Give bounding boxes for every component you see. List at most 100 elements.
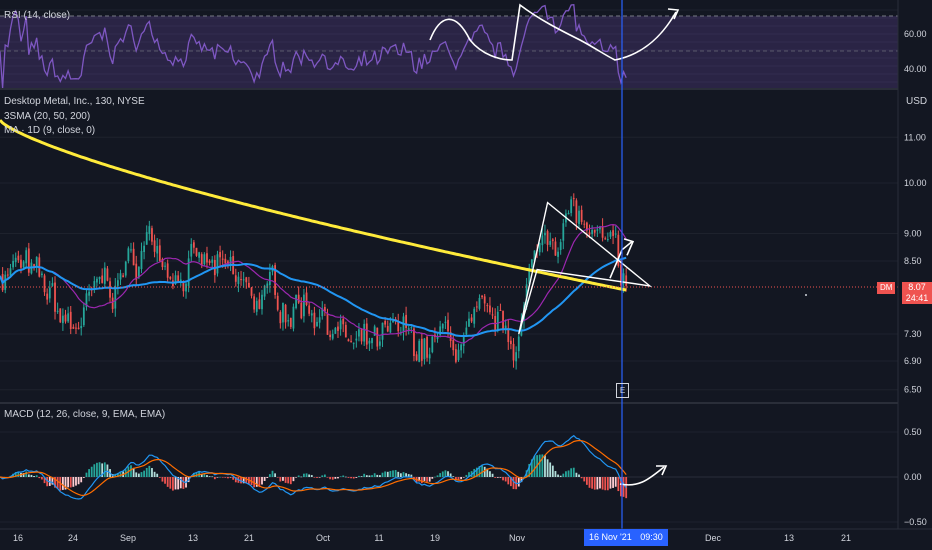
macd-bar xyxy=(313,477,316,478)
candle-body xyxy=(85,293,88,307)
macd-bar xyxy=(88,469,90,477)
candle-body xyxy=(468,318,470,327)
candle-body xyxy=(612,230,614,236)
candle-body xyxy=(151,228,153,242)
macd-bar xyxy=(347,477,350,478)
candle-body xyxy=(54,282,56,312)
candle-body xyxy=(379,341,381,346)
macd-bar xyxy=(544,455,546,477)
candle-body xyxy=(111,297,114,310)
macd-bar xyxy=(305,473,308,477)
price-tick-label: 9.00 xyxy=(904,229,922,239)
macd-bar xyxy=(365,475,368,477)
candle-body xyxy=(289,317,292,327)
candle-body xyxy=(245,277,248,283)
candle-body xyxy=(287,320,290,322)
macd-bar xyxy=(449,473,452,477)
macd-bar xyxy=(392,470,394,477)
candle-body xyxy=(352,342,355,344)
candle-body xyxy=(439,326,442,336)
candle-body xyxy=(599,226,601,230)
candle-body xyxy=(316,321,318,327)
time-tick-label: 13 xyxy=(784,533,794,543)
candle-body xyxy=(174,275,177,284)
macd-bar xyxy=(145,467,148,477)
candle-body xyxy=(423,338,426,360)
candle-body xyxy=(219,252,221,258)
candle-body xyxy=(528,267,531,285)
candle-body xyxy=(124,261,127,276)
candle-body xyxy=(428,354,431,359)
macd-bar xyxy=(224,477,227,478)
macd-bar xyxy=(261,477,263,485)
candle-body xyxy=(407,328,410,331)
candle-body xyxy=(266,283,269,288)
macd-tick-label: 0.00 xyxy=(904,472,922,482)
candle-body xyxy=(119,273,122,280)
macd-bar xyxy=(258,477,261,488)
macd-bar xyxy=(496,477,499,478)
candle-body xyxy=(575,200,578,223)
macd-pane[interactable] xyxy=(0,434,898,500)
candle-body xyxy=(148,226,151,235)
macd-bar xyxy=(289,477,292,485)
macd-bar xyxy=(219,476,221,478)
macd-bar xyxy=(72,477,75,487)
macd-bar xyxy=(282,477,284,481)
macd-bar xyxy=(379,475,381,477)
candle-body xyxy=(27,248,30,273)
candle-body xyxy=(234,275,237,282)
earnings-event-marker[interactable]: E xyxy=(616,383,629,398)
macd-bar xyxy=(229,477,232,478)
macd-bar xyxy=(182,477,185,489)
candle-body xyxy=(606,239,609,241)
macd-bar xyxy=(266,477,269,479)
macd-bar xyxy=(169,477,172,489)
macd-bar xyxy=(599,477,601,489)
macd-bar xyxy=(300,476,303,478)
macd-bar xyxy=(321,475,324,477)
candle-body xyxy=(486,305,489,307)
candle-body xyxy=(373,326,376,336)
candle-body xyxy=(140,250,143,269)
macd-bar xyxy=(143,470,145,477)
macd-bar xyxy=(295,477,297,478)
macd-bar xyxy=(494,477,497,478)
macd-bar xyxy=(292,477,295,482)
macd-bar xyxy=(323,474,326,477)
rsi-pane[interactable] xyxy=(0,3,898,89)
macd-bar xyxy=(344,476,347,478)
candle-body xyxy=(350,340,352,342)
candle-body xyxy=(580,209,583,222)
macd-bar xyxy=(389,470,392,477)
candle-body xyxy=(360,328,363,342)
candle-body xyxy=(625,275,628,286)
sma-indicator-label[interactable]: 3SMA (20, 50, 200) xyxy=(4,111,91,122)
macd-bar xyxy=(337,477,339,479)
macd-bar xyxy=(507,477,510,485)
macd-title[interactable]: MACD (12, 26, close, 9, EMA, EMA) xyxy=(4,409,166,420)
candle-body xyxy=(80,325,83,329)
ma-indicator-label[interactable]: MA · 1D (9, close, 0) xyxy=(4,125,96,136)
rsi-title[interactable]: RSI (14, close) xyxy=(4,10,71,21)
macd-bar xyxy=(373,473,376,477)
macd-bar xyxy=(234,477,237,483)
candle-body xyxy=(261,294,263,310)
price-scale-bg xyxy=(898,0,932,529)
price-scale[interactable]: 60.00 40.00 11.00 10.00 9.00 8.50 7.30 6.90 6.50… xyxy=(897,0,932,529)
macd-bar xyxy=(339,476,342,477)
candle-body xyxy=(137,266,140,278)
time-scale[interactable]: 16 24 Sep 13 21 Oct 11 19 Nov Dec 13 21 xyxy=(0,528,932,550)
candle-body xyxy=(135,263,138,280)
macd-bar xyxy=(591,477,594,489)
candle-body xyxy=(255,300,258,312)
time-tick-label: Sep xyxy=(120,533,136,543)
macd-bar xyxy=(489,471,491,477)
main-title[interactable]: Desktop Metal, Inc., 130, NYSE xyxy=(4,96,145,107)
macd-bar xyxy=(342,475,345,477)
time-tick-label: 19 xyxy=(430,533,440,543)
macd-bar xyxy=(96,462,98,477)
candle-body xyxy=(237,276,240,285)
candle-body xyxy=(258,299,261,309)
